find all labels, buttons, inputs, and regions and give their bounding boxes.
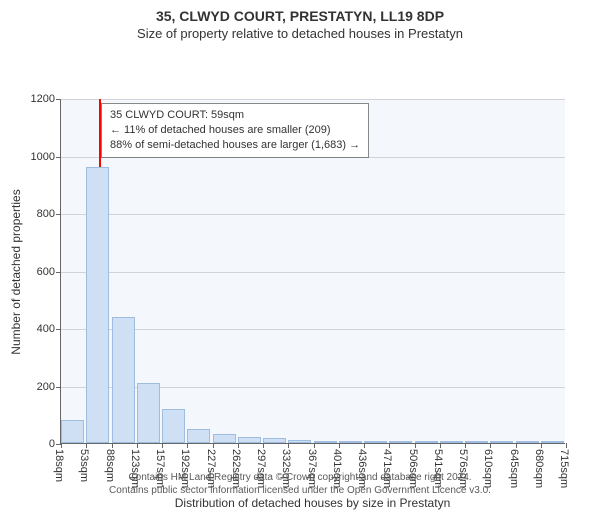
x-tick-mark	[465, 443, 466, 448]
y-tick-mark	[56, 329, 61, 330]
histogram-bar	[238, 437, 261, 443]
histogram-bar	[339, 441, 362, 443]
x-tick-mark	[415, 443, 416, 448]
x-tick-mark	[86, 443, 87, 448]
x-tick-mark	[61, 443, 62, 448]
histogram-bar	[263, 438, 286, 443]
histogram-bar	[440, 441, 463, 443]
histogram-bar	[137, 383, 160, 443]
legend-line-2: ← 11% of detached houses are smaller (20…	[110, 123, 360, 138]
y-tick-mark	[56, 214, 61, 215]
x-tick-mark	[187, 443, 188, 448]
histogram-bar	[112, 317, 135, 444]
legend-line-3: 88% of semi-detached houses are larger (…	[110, 138, 360, 153]
page-title: 35, CLWYD COURT, PRESTATYN, LL19 8DP	[0, 0, 600, 24]
x-tick-mark	[389, 443, 390, 448]
x-tick-mark	[238, 443, 239, 448]
x-tick-mark	[137, 443, 138, 448]
plot-area: 35 CLWYD COURT: 59sqm ← 11% of detached …	[60, 99, 565, 444]
histogram-bar	[162, 409, 185, 444]
legend-box: 35 CLWYD COURT: 59sqm ← 11% of detached …	[101, 103, 369, 158]
gridline	[61, 329, 565, 330]
histogram-bar	[541, 441, 564, 443]
y-tick-mark	[56, 99, 61, 100]
x-tick-mark	[440, 443, 441, 448]
x-tick-mark	[263, 443, 264, 448]
x-tick-mark	[162, 443, 163, 448]
y-tick-mark	[56, 387, 61, 388]
histogram-bar	[314, 441, 337, 443]
histogram-bar	[288, 440, 311, 443]
x-tick-mark	[314, 443, 315, 448]
x-tick-mark	[364, 443, 365, 448]
gridline	[61, 272, 565, 273]
histogram-bar	[516, 441, 539, 443]
y-tick-mark	[56, 272, 61, 273]
histogram-bar	[389, 441, 412, 443]
histogram-bar	[86, 167, 109, 443]
histogram-bar	[187, 429, 210, 443]
gridline	[61, 99, 565, 100]
gridline	[61, 157, 565, 158]
footer-line-2: Contains public sector information licen…	[0, 485, 600, 498]
footer-line-1: Contains HM Land Registry data © Crown c…	[0, 472, 600, 485]
x-tick-mark	[213, 443, 214, 448]
x-tick-mark	[288, 443, 289, 448]
histogram-bar	[213, 434, 236, 443]
x-tick-mark	[490, 443, 491, 448]
y-axis-label: Number of detached properties	[9, 189, 23, 354]
histogram-bar	[415, 441, 438, 443]
histogram-bar	[364, 441, 387, 443]
legend-line-1: 35 CLWYD COURT: 59sqm	[110, 108, 360, 123]
x-tick-mark	[516, 443, 517, 448]
histogram-bar	[61, 420, 84, 443]
histogram-bar	[465, 441, 488, 443]
y-tick-mark	[56, 157, 61, 158]
gridline	[61, 214, 565, 215]
footer-attribution: Contains HM Land Registry data © Crown c…	[0, 472, 600, 497]
x-tick-mark	[339, 443, 340, 448]
histogram-bar	[490, 441, 513, 443]
x-axis-label: Distribution of detached houses by size …	[175, 496, 450, 510]
x-tick-mark	[541, 443, 542, 448]
x-tick-mark	[566, 443, 567, 448]
page-subtitle: Size of property relative to detached ho…	[0, 24, 600, 41]
x-tick-mark	[112, 443, 113, 448]
